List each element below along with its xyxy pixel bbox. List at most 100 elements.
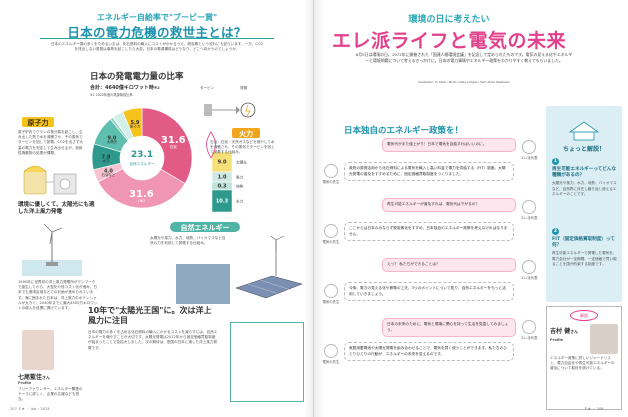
turbine-generator-icon bbox=[204, 102, 256, 118]
reactor-illustration bbox=[23, 165, 77, 195]
expert-name-suffix: さん bbox=[570, 329, 579, 334]
title-rule bbox=[40, 38, 274, 39]
speech-bubble: 電気代がまた値上がり！日本で電気を自給すればいいのに。 bbox=[382, 138, 516, 152]
speaker-label: 電気の先生 bbox=[322, 360, 340, 364]
speech-bubble: 再生可能エネルギーが普及すれば、電気代は下がるの？ bbox=[382, 198, 516, 212]
donut-slice-label-3: 7.8 bbox=[102, 155, 111, 161]
left-lead: 日本のエネルギー源の多くをためるいまは、化石燃料の輸入にコストがかかるうえ、脱炭… bbox=[50, 42, 264, 52]
binding-shadow bbox=[304, 0, 324, 417]
side-panel-title: ちょっと解説！ bbox=[562, 146, 605, 153]
chart-total: 合計：4640億キロワット時※2 bbox=[90, 84, 160, 91]
donut-slice-0 bbox=[141, 107, 193, 184]
expert-profile-label: Profile bbox=[550, 338, 564, 342]
speech-bubble: 家庭用蓄電池や太陽光発電を組み合わせることで、電気を賢く使うことができます。私た… bbox=[344, 342, 514, 362]
nuclear-text: 原子炉内でウランの核分裂を起こし、生み出した熱で水を沸騰させ、その蒸気でタービン… bbox=[18, 130, 84, 155]
breakdown-bar-category-1: 風力 bbox=[236, 175, 244, 180]
right-page: 環境の日に考えたい エレ派ライフと電気の未来 6月5日は環境の日。1972年に開… bbox=[314, 0, 628, 417]
natural-energy-badge: 自然エネルギー bbox=[170, 222, 240, 232]
left-title: 日本の電力危機の救世主とは？ bbox=[67, 25, 247, 40]
offshore-text: 1990年に世界初の洋上風力発電所がデンマークで誕生してから、大型化や低コスト化… bbox=[18, 280, 98, 311]
breakdown-bar-value-2: 0.3 bbox=[218, 184, 227, 190]
side-item-2-answer: 再生可能エネルギーで発電した電気を、電力会社が一定期間、一定価格で買い取ることを… bbox=[552, 251, 617, 266]
callout-heading: 10年で"太陽光王国"に。次は洋上風力に注目 bbox=[88, 306, 212, 325]
side-item-1-question: 再生可能エネルギーってどんな種類があるの？ bbox=[552, 167, 617, 179]
left-kicker: エネルギー自給率で"ブービー賞" bbox=[96, 13, 218, 22]
donut-slice-1 bbox=[97, 168, 186, 209]
side-item-1: 1 再生可能エネルギーってどんな種類があるの？ 太陽光や風力、水力、地熱、バイオ… bbox=[552, 158, 618, 197]
eco-note-box bbox=[230, 322, 304, 402]
right-credit: Illustration: Yu Takai / Photo: Getty Im… bbox=[418, 80, 510, 84]
expert-photo bbox=[590, 324, 618, 354]
house-icon bbox=[568, 121, 600, 141]
breakdown-bar-value-1: 1.0 bbox=[218, 175, 227, 181]
breakdown-bar-category-2: 地熱 bbox=[236, 184, 244, 189]
chart-total-label: 合計：4640億キロワット時 bbox=[90, 85, 154, 91]
donut-slice-label-4: 9.0 bbox=[108, 136, 117, 142]
profile-name-text: 七尾藍佳 bbox=[18, 374, 43, 381]
donut-slice-label-1: 31.6 bbox=[129, 189, 154, 200]
dialogue-heading: 日本独自のエネルギー政策を！ bbox=[344, 126, 464, 136]
speech-bubble: 政府の原発活用から化石燃料による電気を輸入し高い料金で電力を供給する（FIT）制… bbox=[344, 162, 514, 182]
speech-bubble: 日本の未来のために、電気と環境に関心を持って生活を見直してみましょう。 bbox=[382, 318, 516, 338]
speaker-label: 電気の先生 bbox=[322, 300, 340, 304]
side-item-2-number: 2 bbox=[552, 228, 559, 235]
nuclear-badge: 原子力 bbox=[22, 117, 54, 127]
breakdown-bar-value-3: 10.3 bbox=[216, 199, 229, 205]
side-item-1-number: 1 bbox=[552, 158, 559, 165]
donut-slice-label-8: 5.9 bbox=[131, 120, 140, 126]
donut-center-label: 自然エネルギー bbox=[129, 161, 155, 166]
speech-bubble: ここからは日本のみならず脱炭素化をすすめ、日本独自のエネルギー政策を考えなければ… bbox=[344, 222, 514, 242]
rep-avatar bbox=[522, 140, 536, 154]
chart-title: 日本の発電電力量の比率 bbox=[90, 72, 184, 82]
teacher-avatar bbox=[324, 224, 338, 238]
expert-name-text: 吉村 健 bbox=[550, 328, 571, 335]
profile-name: 七尾藍佳さん bbox=[18, 372, 50, 381]
right-kicker: 環境の日に考えたい bbox=[408, 15, 490, 25]
speaker-label: 電気の先生 bbox=[322, 180, 340, 184]
offshore-heading: 環境に優しくて、太陽光にも適した洋上風力発電 bbox=[18, 202, 95, 216]
side-item-2: 2 FIT（固定価格買取制度）って何？ 再生可能エネルギーで発電した電気を、電力… bbox=[552, 228, 618, 267]
side-item-2-question: FIT（固定価格買取制度）って何？ bbox=[552, 237, 615, 249]
rep-avatar bbox=[522, 320, 536, 334]
offshore-turbine-illustration bbox=[22, 224, 82, 276]
chart-note: ※1 2020年度の電源構成比率 bbox=[90, 93, 133, 97]
energy-donut-chart: 31.6石炭31.6LNG4.0石油など7.8水力9.0太陽光5.9原子力23.… bbox=[91, 107, 193, 209]
wind-farm-photo bbox=[176, 264, 230, 304]
teacher-avatar bbox=[324, 284, 338, 298]
thermal-text: 石油・石炭・天然ガスなどを燃やして水を沸騰させ、その蒸気でタービンを回して発電す… bbox=[210, 140, 275, 155]
donut-slice-category-2: 石油など bbox=[101, 172, 115, 177]
speaker-label: エレ派代表 bbox=[520, 276, 538, 280]
callout-text: 日本の電力の多くを占める化石燃料の輸入にかかるコストを減らすには、自然エネルギー… bbox=[88, 330, 218, 350]
left-page: エネルギー自給率で"ブービー賞" 日本の電力危機の救世主とは？ 日本のエネルギー… bbox=[10, 0, 314, 417]
donut-center-value: 23.1 bbox=[131, 150, 153, 160]
profile-label: Profile bbox=[18, 381, 32, 385]
breakdown-bar-category-3: 水力 bbox=[236, 199, 244, 204]
speaker-label: エレ派代表 bbox=[520, 156, 538, 160]
donut-slice-category-0: 石炭 bbox=[170, 144, 178, 149]
teacher-avatar bbox=[324, 344, 338, 358]
right-intro: 6月5日は環境の日。1972年に開催された「国連人間環境会議」を記念して定められ… bbox=[355, 52, 573, 64]
right-title: エレ派ライフと電気の未来 bbox=[331, 30, 566, 52]
breakdown-bar-category-0: 太陽光 bbox=[236, 160, 247, 165]
teacher-avatar bbox=[324, 164, 338, 178]
profile-text: フリーアナウンサー。エネルギー関連のテーマに詳しく、企業の広報なども担当。 bbox=[18, 387, 83, 402]
donut-slice-8 bbox=[122, 107, 143, 139]
chart-total-suffix: ※2 bbox=[153, 86, 160, 90]
right-folio: Ｅ★ ・ 208 bbox=[584, 407, 604, 411]
renewables-breakdown-bars: 9.0 太陽光 1.0 風力 0.3 地熱 10.3 水力 bbox=[211, 151, 247, 213]
speaker-label: エレ派代表 bbox=[520, 336, 538, 340]
donut-slice-category-3: 水力 bbox=[103, 158, 110, 163]
dialogue-area: エレ派代表 電気代がまた値上がり！日本で電気を自給すればいいのに。 電気の先生 政府の… bbox=[322, 138, 542, 408]
expert-text: エネルギー政策に詳しいジャーナリスト。電力自由化や再生可能エネルギーの普及につい… bbox=[550, 356, 615, 371]
turbine-label: タービン bbox=[200, 86, 215, 90]
speech-bubble: えっ？ 私たちができることは？ bbox=[382, 258, 516, 272]
speaker-label: エレ派代表 bbox=[520, 216, 538, 220]
thermal-badge: 火力 bbox=[232, 128, 260, 138]
speaker-label: 電気の先生 bbox=[322, 240, 340, 244]
donut-slice-label-0: 31.6 bbox=[161, 135, 186, 146]
donut-slice-category-4: 太陽光 bbox=[107, 139, 118, 144]
natural-energy-text: 太陽光や風力、水力、地熱、バイオマスなど自然の力を利用して発電する仕組み。 bbox=[150, 236, 226, 246]
expert-tag: 解説 bbox=[570, 310, 598, 321]
expert-box bbox=[546, 306, 622, 410]
